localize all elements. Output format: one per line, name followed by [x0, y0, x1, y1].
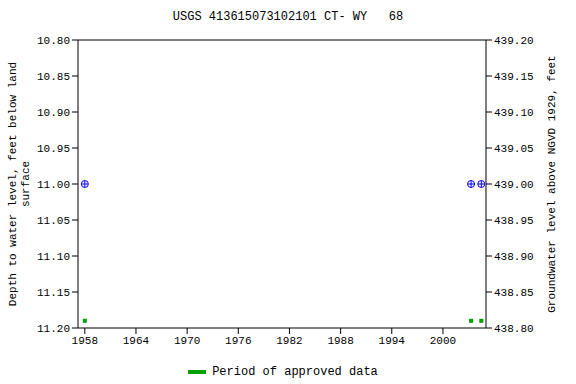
svg-text:439.20: 439.20: [494, 35, 534, 47]
html-text:Groundwater level above NGVD 1: Groundwater level above NGVD 1929, feet: [546, 55, 558, 313]
svg-text:1994: 1994: [379, 335, 406, 347]
svg-text:439.00: 439.00: [494, 179, 534, 191]
svg-text:1964: 1964: [123, 335, 150, 347]
svg-text:10.80: 10.80: [37, 35, 70, 47]
svg-text:1958: 1958: [72, 335, 98, 347]
svg-text:11.10: 11.10: [37, 251, 70, 263]
html-text:surface: surface: [20, 160, 32, 208]
html-text:Period of approved data: Period of approved data: [212, 365, 378, 379]
svg-text:2000: 2000: [430, 335, 456, 347]
svg-text:1976: 1976: [225, 335, 251, 347]
svg-text:11.20: 11.20: [37, 323, 70, 335]
svg-text:10.85: 10.85: [37, 71, 70, 83]
svg-text:438.90: 438.90: [494, 251, 534, 263]
svg-text:10.95: 10.95: [37, 143, 70, 155]
svg-text:1988: 1988: [327, 335, 353, 347]
svg-text:10.90: 10.90: [37, 107, 70, 119]
html-text:USGS 413615073102101 CT- WY 68: USGS 413615073102101 CT- WY 68: [172, 10, 404, 24]
svg-text:438.80: 438.80: [494, 323, 534, 335]
svg-text:438.95: 438.95: [494, 215, 534, 227]
svg-text:1970: 1970: [174, 335, 200, 347]
svg-text:439.10: 439.10: [494, 107, 534, 119]
svg-text:439.05: 439.05: [494, 143, 534, 155]
svg-text:11.05: 11.05: [37, 215, 70, 227]
svg-text:438.85: 438.85: [494, 287, 534, 299]
svg-text:1982: 1982: [276, 335, 302, 347]
svg-text:11.15: 11.15: [37, 287, 70, 299]
svg-text:439.15: 439.15: [494, 71, 534, 83]
svg-text:11.00: 11.00: [37, 179, 70, 191]
html-text:Depth to water level, feet bel: Depth to water level, feet below land: [7, 61, 19, 307]
